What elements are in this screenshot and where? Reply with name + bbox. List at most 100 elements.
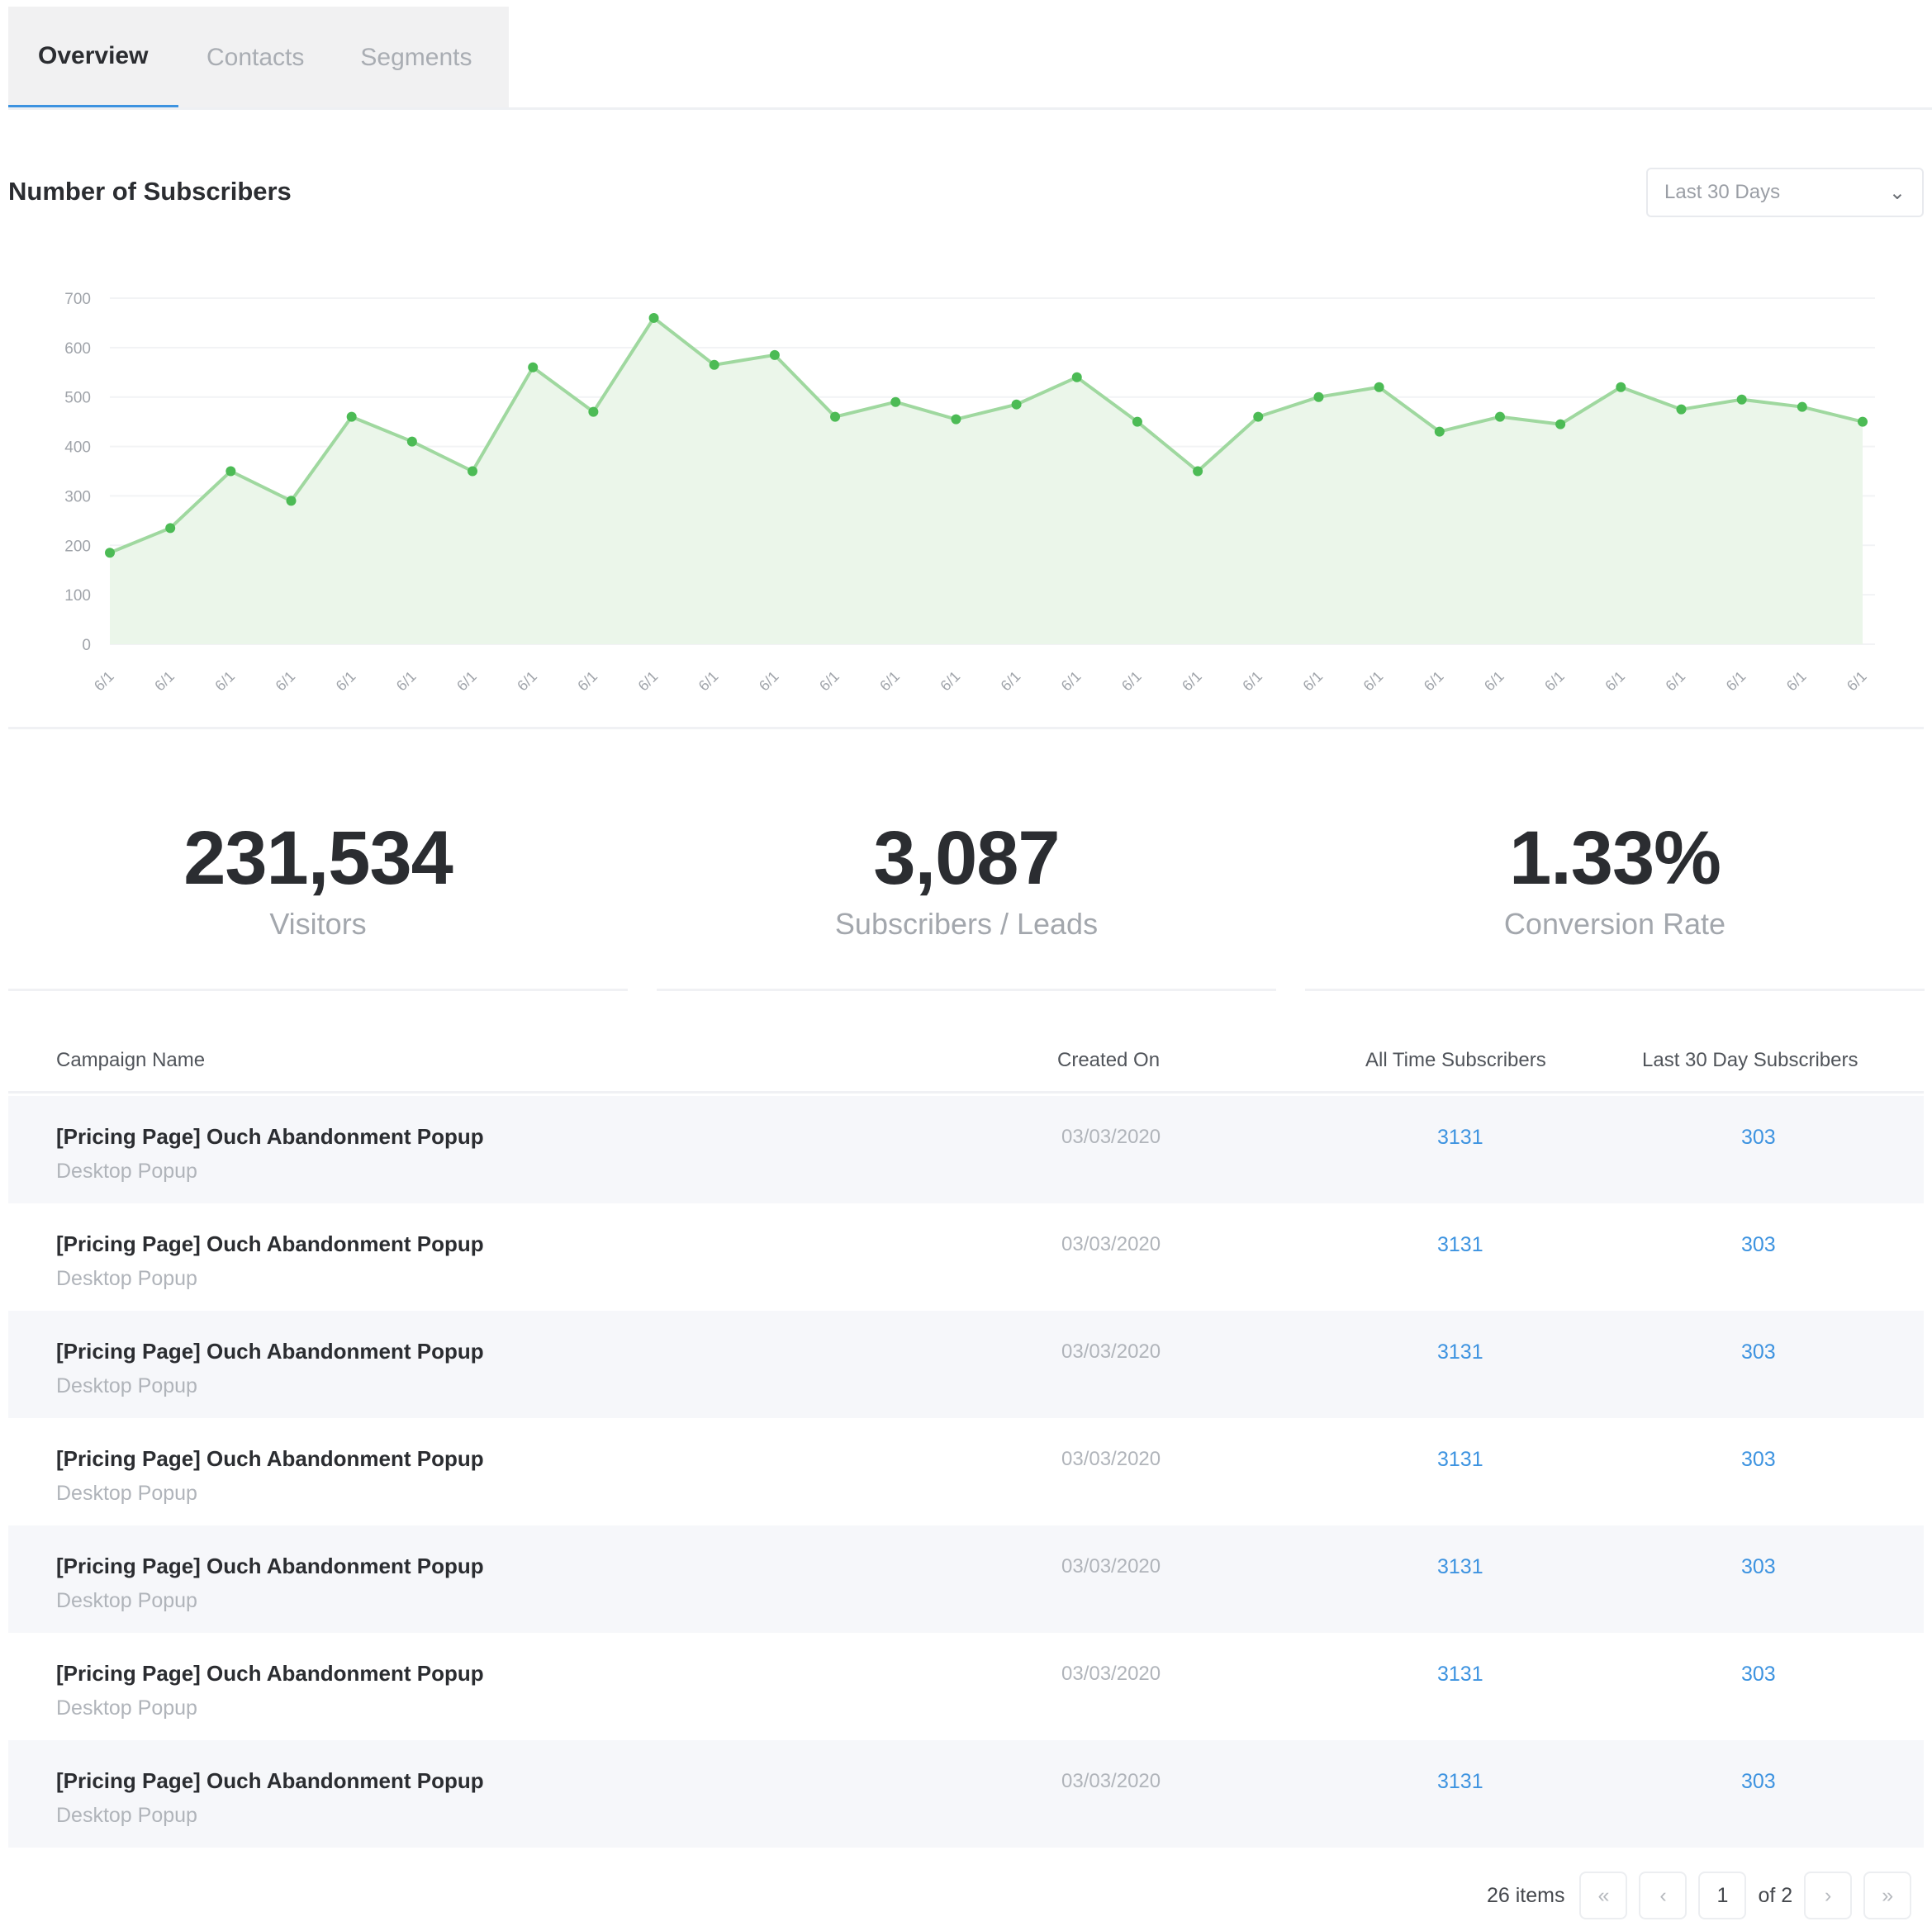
last-30-subscribers[interactable]: 303	[1741, 1555, 1776, 1578]
col-campaign-name[interactable]: Campaign Name	[56, 1049, 206, 1071]
table-row[interactable]: [Pricing Page] Ouch Abandonment Popup Des…	[8, 1096, 1924, 1203]
data-point[interactable]	[1374, 382, 1384, 392]
all-time-subscribers[interactable]: 3131	[1437, 1126, 1483, 1149]
table-row[interactable]: [Pricing Page] Ouch Abandonment Popup Des…	[8, 1525, 1924, 1633]
x-tick-label: 6/1	[1299, 668, 1326, 695]
data-point[interactable]	[648, 312, 659, 323]
data-point[interactable]	[1434, 426, 1445, 437]
x-tick-label: 6/1	[1662, 668, 1688, 695]
data-point[interactable]	[588, 406, 599, 417]
date-range-value: Last 30 Days	[1664, 181, 1781, 203]
data-point[interactable]	[1494, 411, 1505, 422]
data-point[interactable]	[1253, 411, 1264, 422]
col-all-time[interactable]: All Time Subscribers	[1365, 1049, 1546, 1071]
data-point[interactable]	[1193, 466, 1203, 477]
next-page-button[interactable]: ›	[1804, 1872, 1853, 1919]
all-time-subscribers[interactable]: 3131	[1437, 1233, 1483, 1256]
date-range-select[interactable]: Last 30 Days ⌄	[1646, 168, 1924, 217]
data-point[interactable]	[286, 496, 297, 506]
data-point[interactable]	[1011, 399, 1022, 410]
data-point[interactable]	[1313, 391, 1324, 402]
all-time-subscribers[interactable]: 3131	[1437, 1663, 1483, 1686]
data-point[interactable]	[528, 362, 539, 372]
data-point[interactable]	[1132, 416, 1142, 427]
created-on: 03/03/2020	[1061, 1555, 1161, 1578]
campaign-name[interactable]: [Pricing Page] Ouch Abandonment Popup	[56, 1554, 484, 1578]
data-point[interactable]	[1858, 416, 1868, 427]
stat-value: 1.33%	[1509, 816, 1721, 900]
y-tick-label: 500	[64, 390, 91, 407]
x-tick-label: 6/1	[1723, 668, 1749, 695]
x-tick-label: 6/1	[1783, 668, 1810, 695]
x-tick-label: 6/1	[574, 668, 600, 695]
last-30-subscribers[interactable]: 303	[1741, 1340, 1776, 1364]
tab-segments[interactable]: Segments	[360, 44, 472, 71]
campaign-name[interactable]: [Pricing Page] Ouch Abandonment Popup	[56, 1231, 484, 1256]
all-time-subscribers[interactable]: 3131	[1437, 1770, 1483, 1793]
prev-page-button[interactable]: ‹	[1639, 1872, 1688, 1919]
table-row[interactable]: [Pricing Page] Ouch Abandonment Popup Des…	[8, 1633, 1924, 1740]
data-point[interactable]	[1676, 404, 1687, 415]
all-time-subscribers[interactable]: 3131	[1437, 1448, 1483, 1471]
data-point[interactable]	[951, 414, 961, 425]
data-point[interactable]	[769, 349, 780, 360]
table-row[interactable]: [Pricing Page] Ouch Abandonment Popup Des…	[8, 1203, 1924, 1311]
last-30-subscribers[interactable]: 303	[1741, 1770, 1776, 1793]
data-point[interactable]	[1797, 401, 1807, 412]
data-point[interactable]	[1071, 372, 1082, 382]
data-point[interactable]	[890, 396, 901, 407]
x-tick-label: 6/1	[1360, 668, 1387, 695]
data-point[interactable]	[468, 466, 478, 477]
table-row[interactable]: [Pricing Page] Ouch Abandonment Popup Des…	[8, 1311, 1924, 1418]
y-tick-label: 0	[82, 637, 91, 654]
tab-bar: Overview Contacts Segments	[8, 7, 509, 109]
x-tick-label: 6/1	[151, 668, 178, 695]
y-tick-label: 700	[64, 291, 91, 308]
data-point[interactable]	[406, 436, 417, 447]
table-row[interactable]: [Pricing Page] Ouch Abandonment Popup Des…	[8, 1740, 1924, 1848]
x-tick-label: 6/1	[1844, 668, 1870, 695]
all-time-subscribers[interactable]: 3131	[1437, 1555, 1483, 1578]
data-point[interactable]	[1555, 419, 1566, 429]
data-point[interactable]	[709, 359, 719, 370]
y-tick-label: 300	[64, 488, 91, 505]
subscribers-chart: 0 100 200 300 400 500 600 700 6/1 6/1 6/1 6/1 6/1 6/1…	[64, 291, 1875, 695]
data-point[interactable]	[105, 548, 115, 558]
col-created-on[interactable]: Created On	[1057, 1049, 1161, 1071]
campaign-name[interactable]: [Pricing Page] Ouch Abandonment Popup	[56, 1661, 484, 1686]
x-tick-label: 6/1	[1602, 668, 1628, 695]
last-30-subscribers[interactable]: 303	[1741, 1233, 1776, 1256]
x-tick-label: 6/1	[273, 668, 299, 695]
created-on: 03/03/2020	[1061, 1448, 1161, 1470]
created-on: 03/03/2020	[1061, 1663, 1161, 1685]
campaign-name[interactable]: [Pricing Page] Ouch Abandonment Popup	[56, 1768, 484, 1793]
page-input[interactable]: 1	[1698, 1872, 1747, 1919]
stat-value: 231,534	[183, 816, 453, 900]
data-point[interactable]	[830, 411, 841, 422]
data-point[interactable]	[1616, 382, 1626, 392]
data-point[interactable]	[346, 411, 357, 422]
x-tick-label: 6/1	[1058, 668, 1085, 695]
campaign-type: Desktop Popup	[56, 1374, 197, 1397]
first-page-button[interactable]: «	[1579, 1872, 1628, 1919]
campaign-name[interactable]: [Pricing Page] Ouch Abandonment Popup	[56, 1446, 484, 1471]
data-point[interactable]	[225, 466, 236, 477]
last-30-subscribers[interactable]: 303	[1741, 1663, 1776, 1686]
campaign-type: Desktop Popup	[56, 1589, 197, 1612]
x-tick-label: 6/1	[756, 668, 782, 695]
last-30-subscribers[interactable]: 303	[1741, 1126, 1776, 1149]
campaign-name[interactable]: [Pricing Page] Ouch Abandonment Popup	[56, 1339, 484, 1364]
all-time-subscribers[interactable]: 3131	[1437, 1340, 1483, 1364]
table-row[interactable]: [Pricing Page] Ouch Abandonment Popup Des…	[8, 1418, 1924, 1525]
data-point[interactable]	[165, 523, 176, 534]
tab-divider	[8, 107, 1932, 110]
x-tick-label: 6/1	[937, 668, 963, 695]
stat-value: 3,087	[873, 816, 1060, 900]
last-30-subscribers[interactable]: 303	[1741, 1448, 1776, 1471]
data-point[interactable]	[1736, 394, 1747, 405]
last-page-button[interactable]: »	[1863, 1872, 1912, 1919]
col-last-30[interactable]: Last 30 Day Subscribers	[1642, 1049, 1858, 1071]
campaign-name[interactable]: [Pricing Page] Ouch Abandonment Popup	[56, 1124, 484, 1149]
tab-overview[interactable]: Overview	[8, 7, 178, 109]
tab-contacts[interactable]: Contacts	[206, 44, 305, 71]
